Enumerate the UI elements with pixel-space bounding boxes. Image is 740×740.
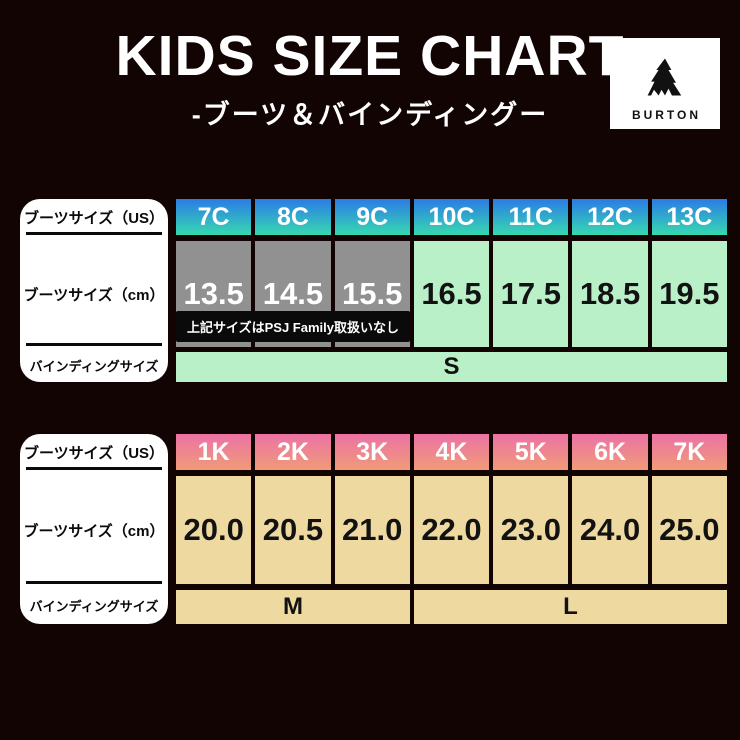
us-size-cell: 7C: [176, 199, 252, 235]
us-size-cell: 5K: [493, 434, 569, 470]
us-size-cell: 4K: [413, 434, 490, 470]
cm-size-cell: 20.0: [176, 476, 252, 584]
table-c-label-binding: バインディングサイズ: [29, 359, 159, 374]
table-c-label-boot-us: ブーツサイズ（US）: [23, 209, 165, 227]
us-size-cell: 12C: [572, 199, 648, 235]
page-title: KIDS SIZE CHART: [115, 24, 625, 88]
cm-size-cell: 24.0: [572, 476, 648, 584]
us-size-cell: 8C: [255, 199, 331, 235]
cm-size-cell: 25.0: [651, 476, 727, 584]
divider: [26, 581, 162, 584]
page-subtitle: -ブーツ＆バインディングー: [191, 100, 549, 130]
burton-wordmark: BURTON: [631, 108, 702, 122]
table-c-label-boot-cm: ブーツサイズ（cm）: [23, 286, 165, 304]
binding-size-m-bar: M: [176, 590, 410, 624]
table-k-label-boot-us: ブーツサイズ（US）: [23, 444, 165, 462]
table-k-label-boot-cm: ブーツサイズ（cm）: [23, 522, 165, 540]
psj-availability-note: 上記サイズはPSJ Family取扱いなし: [176, 311, 410, 342]
divider: [26, 467, 162, 470]
cm-size-cell: 20.5: [255, 476, 331, 584]
us-size-cell: 10C: [413, 199, 490, 235]
table-k-cm-row: 20.0 20.5 21.0 22.0 23.0 24.0 25.0: [176, 476, 727, 584]
cm-size-cell: 18.5: [572, 241, 648, 347]
us-size-cell: 3K: [334, 434, 410, 470]
us-size-cell: 1K: [176, 434, 252, 470]
burton-mountain-icon: [647, 58, 682, 96]
binding-size-s-bar: S: [176, 352, 727, 382]
divider: [26, 343, 162, 346]
table-k-us-row: 1K 2K 3K 4K 5K 6K 7K: [176, 434, 727, 470]
us-size-cell: 13C: [651, 199, 727, 235]
us-size-cell: 11C: [493, 199, 569, 235]
divider: [26, 232, 162, 235]
us-size-cell: 9C: [334, 199, 410, 235]
cm-size-cell: 22.0: [413, 476, 490, 584]
table-k-label-box: ブーツサイズ（US） ブーツサイズ（cm） バインディングサイズ: [20, 434, 168, 624]
cm-size-cell: 23.0: [493, 476, 569, 584]
table-c-label-box: ブーツサイズ（US） ブーツサイズ（cm） バインディングサイズ: [20, 199, 168, 382]
cm-size-cell: 17.5: [493, 241, 569, 347]
cm-size-cell: 19.5: [651, 241, 727, 347]
us-size-cell: 6K: [572, 434, 648, 470]
binding-size-l-bar: L: [414, 590, 727, 624]
cm-size-cell: 21.0: [334, 476, 410, 584]
us-size-cell: 2K: [255, 434, 331, 470]
us-size-cell: 7K: [651, 434, 727, 470]
table-c-us-row: 7C 8C 9C 10C 11C 12C 13C: [176, 199, 727, 235]
burton-logo: BURTON: [610, 38, 720, 129]
table-k-label-binding: バインディングサイズ: [29, 599, 159, 614]
cm-size-cell: 16.5: [413, 241, 490, 347]
